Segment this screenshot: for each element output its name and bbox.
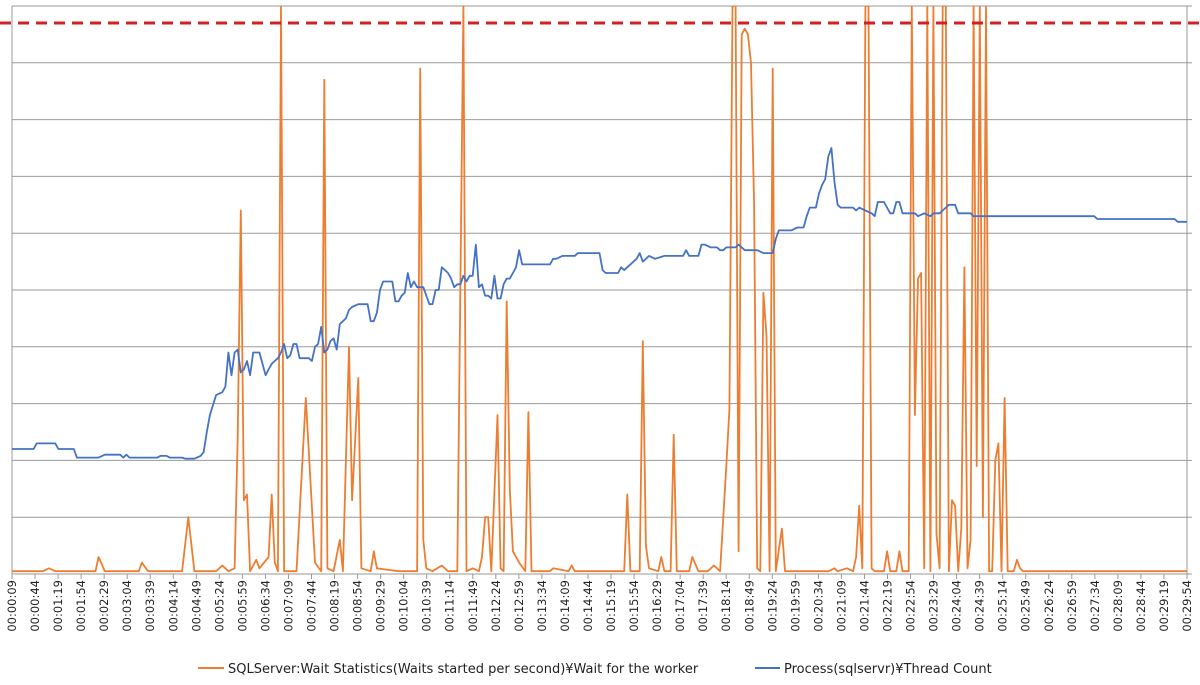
x-tick-label: 00:05:59 (235, 580, 249, 632)
x-tick-label: 00:15:19 (604, 580, 618, 632)
legend: SQLServer:Wait Statistics(Waits started … (198, 662, 992, 677)
x-tick-label: 00:14:44 (581, 580, 595, 632)
legend-label-wait-statistics: SQLServer:Wait Statistics(Waits started … (228, 662, 699, 677)
x-tick-label: 00:28:09 (1111, 580, 1125, 632)
x-tick-label: 00:13:34 (535, 580, 549, 632)
series-line-thread-count (12, 147, 1187, 460)
gridlines (12, 5, 1187, 518)
x-tick-label: 00:24:39 (973, 580, 987, 632)
x-tick-label: 00:12:24 (489, 580, 503, 632)
x-tick-label: 00:03:04 (120, 580, 134, 632)
x-tick-label: 00:06:34 (258, 580, 272, 632)
x-tick-label: 00:29:54 (1180, 580, 1194, 632)
x-tick-label: 00:00:44 (28, 580, 42, 632)
x-tick-label: 00:14:09 (558, 580, 572, 632)
x-tick-label: 00:19:59 (788, 580, 802, 632)
x-tick-label: 00:10:04 (397, 580, 411, 632)
x-tick-label: 00:09:29 (374, 580, 388, 632)
x-tick-label: 00:19:24 (765, 580, 779, 632)
x-tick-label: 00:22:54 (904, 580, 918, 632)
legend-label-thread-count: Process(sqlservr)¥Thread Count (784, 662, 992, 677)
x-tick-label: 00:25:49 (1019, 580, 1033, 632)
x-tick-label: 00:17:39 (696, 580, 710, 632)
right-axis-ticks (1187, 5, 1192, 575)
x-tick-label: 00:11:14 (443, 580, 457, 632)
x-tick-label: 00:15:54 (627, 580, 641, 632)
x-tick-label: 00:04:14 (166, 580, 180, 632)
x-tick-label: 00:03:39 (143, 580, 157, 632)
x-tick-label: 00:12:59 (512, 580, 526, 632)
x-tick-label: 00:22:19 (880, 580, 894, 632)
x-tick-label: 00:29:19 (1157, 580, 1171, 632)
x-tick-label: 00:18:14 (719, 580, 733, 632)
x-tick-label: 00:07:44 (305, 580, 319, 632)
x-tick-label: 00:11:49 (466, 580, 480, 632)
x-tick-label: 00:05:24 (212, 580, 226, 632)
x-tick-label: 00:08:19 (328, 580, 342, 632)
x-tick-label: 00:04:49 (189, 580, 203, 632)
x-tick-label: 00:25:14 (996, 580, 1010, 632)
x-tick-label: 00:01:19 (51, 580, 65, 632)
x-tick-label: 00:26:59 (1065, 580, 1079, 632)
x-axis-ticks: 00:00:09 00:00:44 00:01:19 00:01:54 00:02:29… (5, 574, 1194, 632)
x-tick-label: 00:18:49 (742, 580, 756, 632)
x-tick-label: 00:23:29 (927, 580, 941, 632)
x-tick-label: 00:24:04 (950, 580, 964, 632)
x-tick-label: 00:21:09 (834, 580, 848, 632)
x-tick-label: 00:28:44 (1134, 580, 1148, 632)
x-tick-label: 00:02:29 (97, 580, 111, 632)
x-tick-label: 00:07:09 (281, 580, 295, 632)
x-tick-label: 00:01:54 (74, 580, 88, 632)
x-tick-label: 00:27:34 (1088, 580, 1102, 632)
x-tick-label: 00:21:44 (857, 580, 871, 632)
x-tick-label: 00:08:54 (351, 580, 365, 632)
x-tick-label: 00:17:04 (673, 580, 687, 632)
x-tick-label: 00:00:09 (5, 580, 19, 632)
x-tick-label: 00:20:34 (811, 580, 825, 632)
x-tick-label: 00:26:24 (1042, 580, 1056, 632)
series-layer (12, 6, 1187, 573)
x-tick-label: 00:16:29 (650, 580, 664, 632)
x-tick-label: 00:10:39 (420, 580, 434, 632)
series-line-wait-statistics (12, 6, 1187, 573)
